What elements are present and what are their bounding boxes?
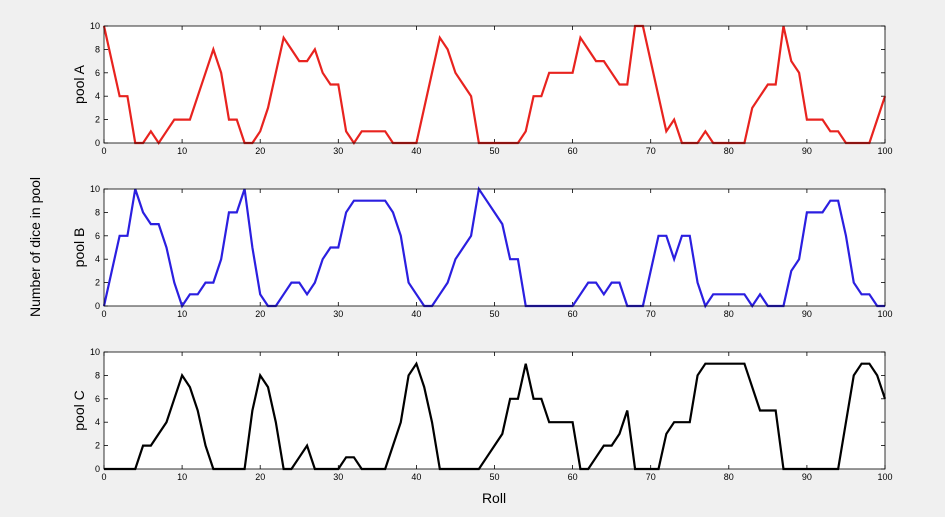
y-tick-label: 4 bbox=[95, 91, 100, 101]
plot-frame bbox=[103, 25, 886, 144]
subplot-y-label: pool B bbox=[71, 228, 87, 268]
x-tick-label: 70 bbox=[646, 472, 656, 482]
y-tick-label: 0 bbox=[95, 138, 100, 148]
figure-x-label: Roll bbox=[482, 490, 506, 506]
subplot-2: 0 10 20 30 40 50 60 70 80 90 100 0 2 4 6 8 10 pool B bbox=[71, 184, 893, 319]
x-tick-label: 10 bbox=[177, 309, 187, 319]
x-tick-label: 80 bbox=[724, 146, 734, 156]
plot-area bbox=[104, 26, 885, 143]
x-tick-label: 30 bbox=[333, 146, 343, 156]
y-tick-label: 10 bbox=[90, 184, 100, 194]
y-tick-label: 2 bbox=[95, 441, 100, 451]
y-tick-label: 2 bbox=[95, 278, 100, 288]
y-tick-label: 4 bbox=[95, 417, 100, 427]
x-tick-label: 40 bbox=[411, 309, 421, 319]
y-tick-label: 10 bbox=[90, 21, 100, 31]
subplot-3: 0 10 20 30 40 50 60 70 80 90 100 0 2 4 6 8 10 pool C bbox=[71, 347, 893, 482]
x-tick-label: 90 bbox=[802, 309, 812, 319]
plot-area bbox=[104, 189, 885, 306]
y-tick-label: 4 bbox=[95, 254, 100, 264]
x-tick-label: 60 bbox=[568, 146, 578, 156]
x-tick-label: 40 bbox=[411, 472, 421, 482]
subplot-y-label: pool A bbox=[71, 64, 87, 104]
x-tick-label: 70 bbox=[646, 146, 656, 156]
subplot-1: 0 10 20 30 40 50 60 70 80 90 100 0 2 4 6 8 10 pool A bbox=[71, 21, 893, 156]
x-tick-label: 50 bbox=[489, 146, 499, 156]
x-tick-label: 100 bbox=[877, 309, 892, 319]
x-tick-label: 90 bbox=[802, 472, 812, 482]
y-tick-label: 2 bbox=[95, 115, 100, 125]
x-tick-label: 30 bbox=[333, 309, 343, 319]
x-tick-label: 20 bbox=[255, 146, 265, 156]
x-tick-label: 90 bbox=[802, 146, 812, 156]
x-tick-label: 30 bbox=[333, 472, 343, 482]
x-tick-label: 50 bbox=[489, 309, 499, 319]
y-tick-label: 0 bbox=[95, 301, 100, 311]
x-tick-label: 80 bbox=[724, 472, 734, 482]
y-tick-label: 6 bbox=[95, 394, 100, 404]
x-tick-label: 0 bbox=[101, 146, 106, 156]
x-tick-label: 100 bbox=[877, 146, 892, 156]
x-tick-label: 60 bbox=[568, 309, 578, 319]
figure-y-label: Number of dice in pool bbox=[27, 177, 43, 317]
y-tick-label: 6 bbox=[95, 231, 100, 241]
x-tick-label: 10 bbox=[177, 472, 187, 482]
series-line-pool-b bbox=[102, 186, 885, 309]
x-tick-label: 50 bbox=[489, 472, 499, 482]
x-tick-label: 20 bbox=[255, 309, 265, 319]
x-tick-label: 0 bbox=[101, 309, 106, 319]
y-tick-label: 8 bbox=[95, 207, 100, 217]
plot-frame bbox=[103, 188, 886, 307]
x-tick-label: 70 bbox=[646, 309, 656, 319]
y-tick-label: 10 bbox=[90, 347, 100, 357]
x-tick-label: 60 bbox=[568, 472, 578, 482]
x-tick-label: 20 bbox=[255, 472, 265, 482]
subplot-y-label: pool C bbox=[71, 390, 87, 430]
y-tick-label: 6 bbox=[95, 68, 100, 78]
x-tick-label: 0 bbox=[101, 472, 106, 482]
y-tick-label: 8 bbox=[95, 370, 100, 380]
x-tick-label: 10 bbox=[177, 146, 187, 156]
plot-area bbox=[104, 352, 885, 469]
x-tick-label: 80 bbox=[724, 309, 734, 319]
x-tick-label: 40 bbox=[411, 146, 421, 156]
y-tick-label: 8 bbox=[95, 44, 100, 54]
y-tick-label: 0 bbox=[95, 464, 100, 474]
x-tick-label: 100 bbox=[877, 472, 892, 482]
plot-frame bbox=[103, 351, 886, 470]
